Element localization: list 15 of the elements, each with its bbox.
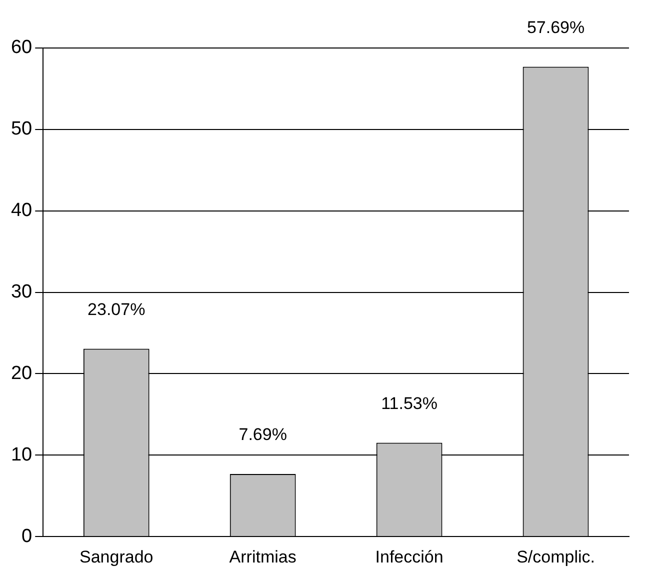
y-tick-label: 10	[10, 444, 32, 466]
y-tick-label: 40	[10, 200, 32, 222]
y-tick-label: 20	[10, 362, 32, 384]
y-tick-label: 0	[22, 526, 32, 547]
data-label: 23.07%	[88, 300, 146, 319]
x-tick-label: Sangrado	[80, 547, 154, 566]
x-tick-label: Arritmias	[229, 547, 296, 566]
data-label: 7.69%	[238, 425, 287, 444]
x-tick-label: S/complic.	[516, 547, 595, 566]
x-tick-label: Infección	[375, 547, 444, 566]
data-label: 11.53%	[381, 394, 438, 413]
y-tick-label: 50	[10, 118, 32, 140]
y-tick-label: 60	[10, 37, 32, 58]
y-tick-label: 30	[10, 282, 32, 303]
data-label: 57.69%	[526, 18, 585, 37]
